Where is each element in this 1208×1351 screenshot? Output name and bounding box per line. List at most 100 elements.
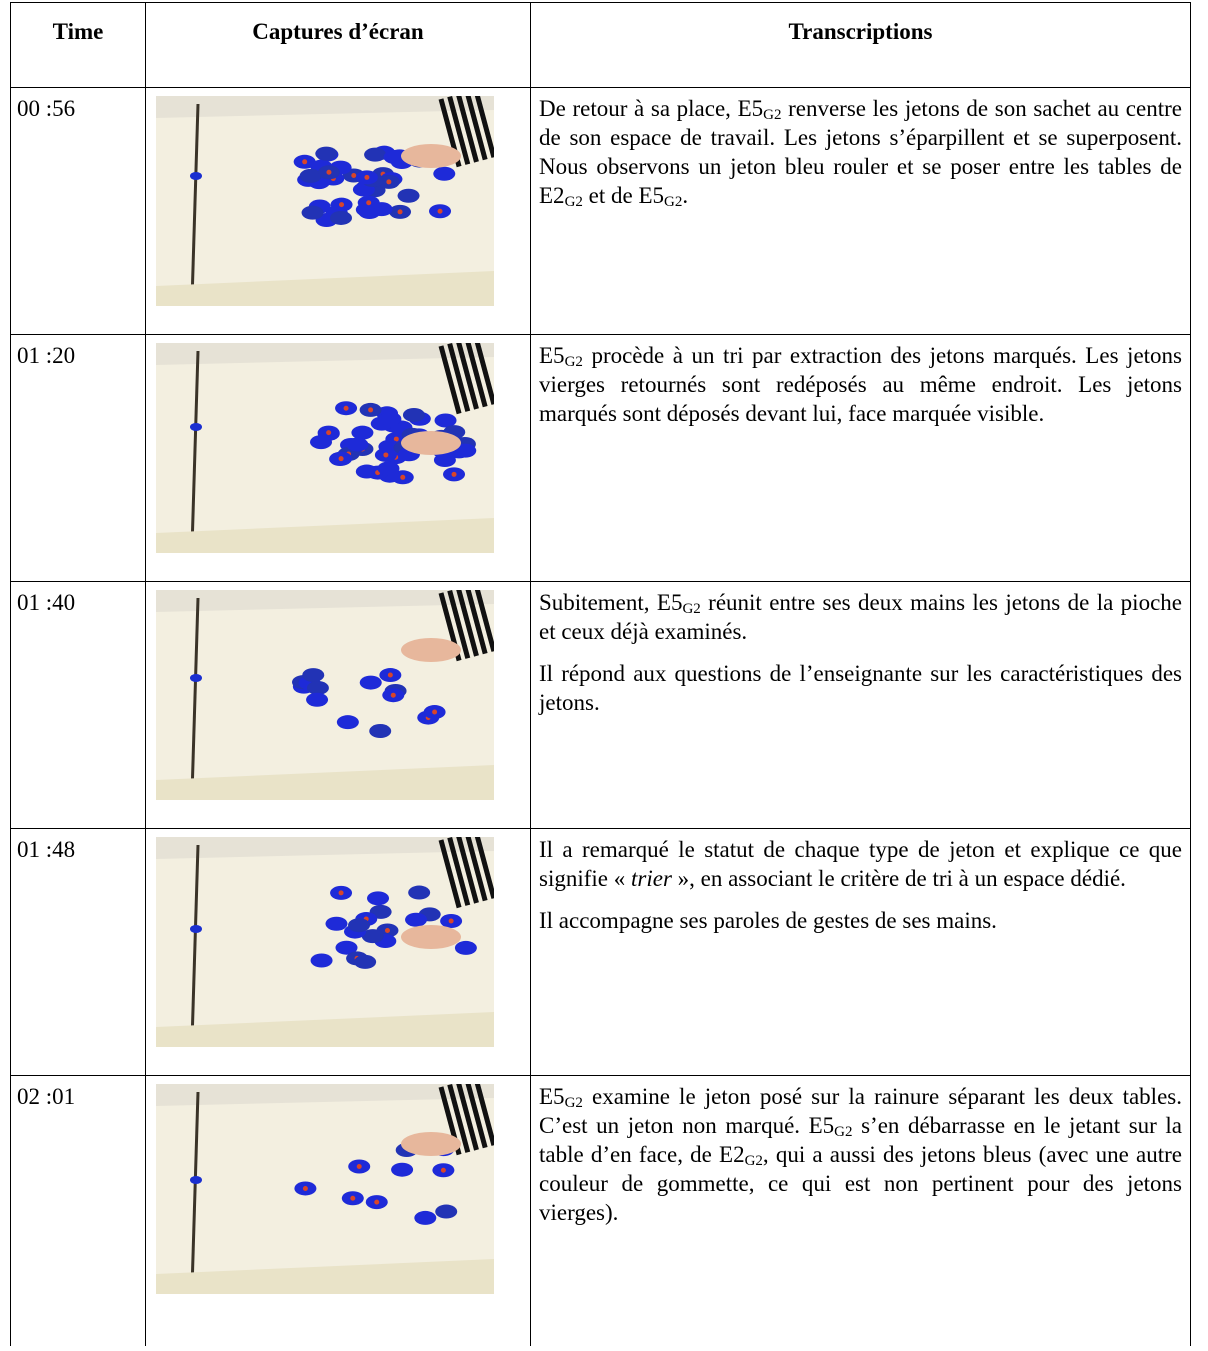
token	[302, 668, 325, 683]
transcription-cell: E5G2 examine le jeton posé sur la rainur…	[530, 1075, 1191, 1346]
token	[306, 692, 329, 707]
sleeve-stripe	[447, 837, 471, 906]
table-front	[156, 1012, 494, 1047]
header-cell: Captures d’écran	[145, 2, 531, 88]
token	[325, 916, 348, 931]
text-run: E5	[539, 343, 565, 368]
text-run: », en associant le critère de tri à un e…	[671, 866, 1126, 891]
table-groove	[190, 1091, 200, 1290]
paragraph: Subitement, E5G2 réunit entre ses deux m…	[539, 588, 1182, 646]
token	[190, 172, 202, 180]
subscript: G2	[564, 1095, 583, 1111]
sleeve-stripe	[447, 1084, 471, 1153]
sticker	[437, 208, 443, 214]
italic-text: trier	[631, 866, 672, 891]
sleeve-stripe	[447, 96, 471, 165]
text-run: Subitement, E5	[539, 590, 683, 615]
text-run: Il accompagne ses paroles de gestes de s…	[539, 908, 997, 933]
table-groove	[190, 103, 200, 302]
table-edge	[156, 837, 494, 859]
table-edge	[156, 1084, 494, 1106]
token	[379, 411, 402, 426]
screenshot	[156, 590, 494, 800]
sleeve-stripe	[447, 343, 471, 412]
token	[190, 925, 202, 933]
token	[405, 912, 428, 927]
sleeve-stripe	[455, 590, 479, 657]
token	[190, 423, 202, 431]
table-row: 01 :40 Subitement, E5G2 réunit entre ses …	[10, 581, 1191, 829]
subscript: G2	[564, 354, 583, 370]
token	[402, 407, 425, 422]
token	[299, 168, 322, 183]
text-run: De retour à sa place, E5	[539, 96, 764, 121]
header-cell: Time	[10, 2, 146, 88]
sleeve-stripe	[447, 590, 471, 659]
paragraph: Il répond aux questions de l’enseignante…	[539, 659, 1182, 717]
hand	[401, 638, 461, 662]
sticker	[440, 1167, 446, 1173]
token	[335, 940, 358, 955]
token	[348, 918, 371, 933]
screenshot	[156, 837, 494, 1047]
sleeve-stripe	[455, 343, 479, 410]
sticker	[326, 169, 332, 175]
sleeve-stripe	[473, 837, 494, 899]
screenshot-cell	[145, 1075, 531, 1346]
table-front	[156, 1259, 494, 1294]
token	[190, 674, 202, 682]
token	[330, 210, 353, 225]
hand	[401, 1132, 461, 1156]
hand	[401, 144, 461, 168]
sticker	[351, 173, 357, 179]
token	[310, 953, 333, 968]
table-edge	[156, 590, 494, 612]
transcription-cell: De retour à sa place, E5G2 renverse les …	[530, 87, 1191, 335]
screenshot	[156, 1084, 494, 1294]
token	[397, 188, 420, 203]
paragraph: De retour à sa place, E5G2 renverse les …	[539, 94, 1182, 210]
screenshot-cell	[145, 828, 531, 1076]
table-front	[156, 518, 494, 553]
sleeve-stripe	[438, 839, 462, 909]
time-cell: 01 :40	[10, 581, 146, 829]
sticker	[451, 471, 457, 477]
sleeve-stripe	[473, 1084, 494, 1146]
time-cell: 01 :48	[10, 828, 146, 1076]
token	[306, 680, 329, 695]
sleeve-stripe	[455, 96, 479, 163]
sleeve-stripe	[464, 1084, 488, 1149]
sticker	[374, 1199, 380, 1205]
sticker	[400, 474, 406, 480]
token	[408, 885, 431, 900]
token	[454, 940, 477, 955]
sleeve-stripe	[455, 837, 479, 904]
table-row: 01 :20 E5G2 procède à un tri par extracti…	[10, 334, 1191, 582]
text-run: Il répond aux questions de l’enseignante…	[539, 661, 1182, 715]
token	[361, 929, 384, 944]
transcription-cell: Subitement, E5G2 réunit entre ses deux m…	[530, 581, 1191, 829]
text-run: réunit entre ses deux mains les jetons d…	[539, 590, 1182, 644]
sticker	[386, 179, 392, 185]
table-groove	[190, 844, 200, 1043]
transcription-cell: E5G2 procède à un tri par extraction des…	[530, 334, 1191, 582]
table-edge	[156, 96, 494, 118]
sleeve-stripe	[473, 343, 494, 405]
subscript: G2	[744, 1153, 763, 1169]
screenshot-cell	[145, 334, 531, 582]
table-front	[156, 765, 494, 800]
table-edge	[156, 343, 494, 365]
subscript: G2	[834, 1124, 853, 1140]
screenshot-cell	[145, 581, 531, 829]
text-run: s’en débarrasse en le jetant sur la tabl…	[539, 1113, 1182, 1167]
sleeve-stripe	[438, 345, 462, 415]
table-surface	[156, 1084, 494, 1294]
paragraph: Il accompagne ses paroles de gestes de s…	[539, 906, 1182, 935]
paragraph: E5G2 procède à un tri par extraction des…	[539, 341, 1182, 428]
sticker	[338, 456, 344, 462]
token	[369, 724, 392, 739]
sticker	[343, 405, 349, 411]
sticker	[302, 1185, 308, 1191]
sleeve-stripe	[464, 96, 488, 161]
